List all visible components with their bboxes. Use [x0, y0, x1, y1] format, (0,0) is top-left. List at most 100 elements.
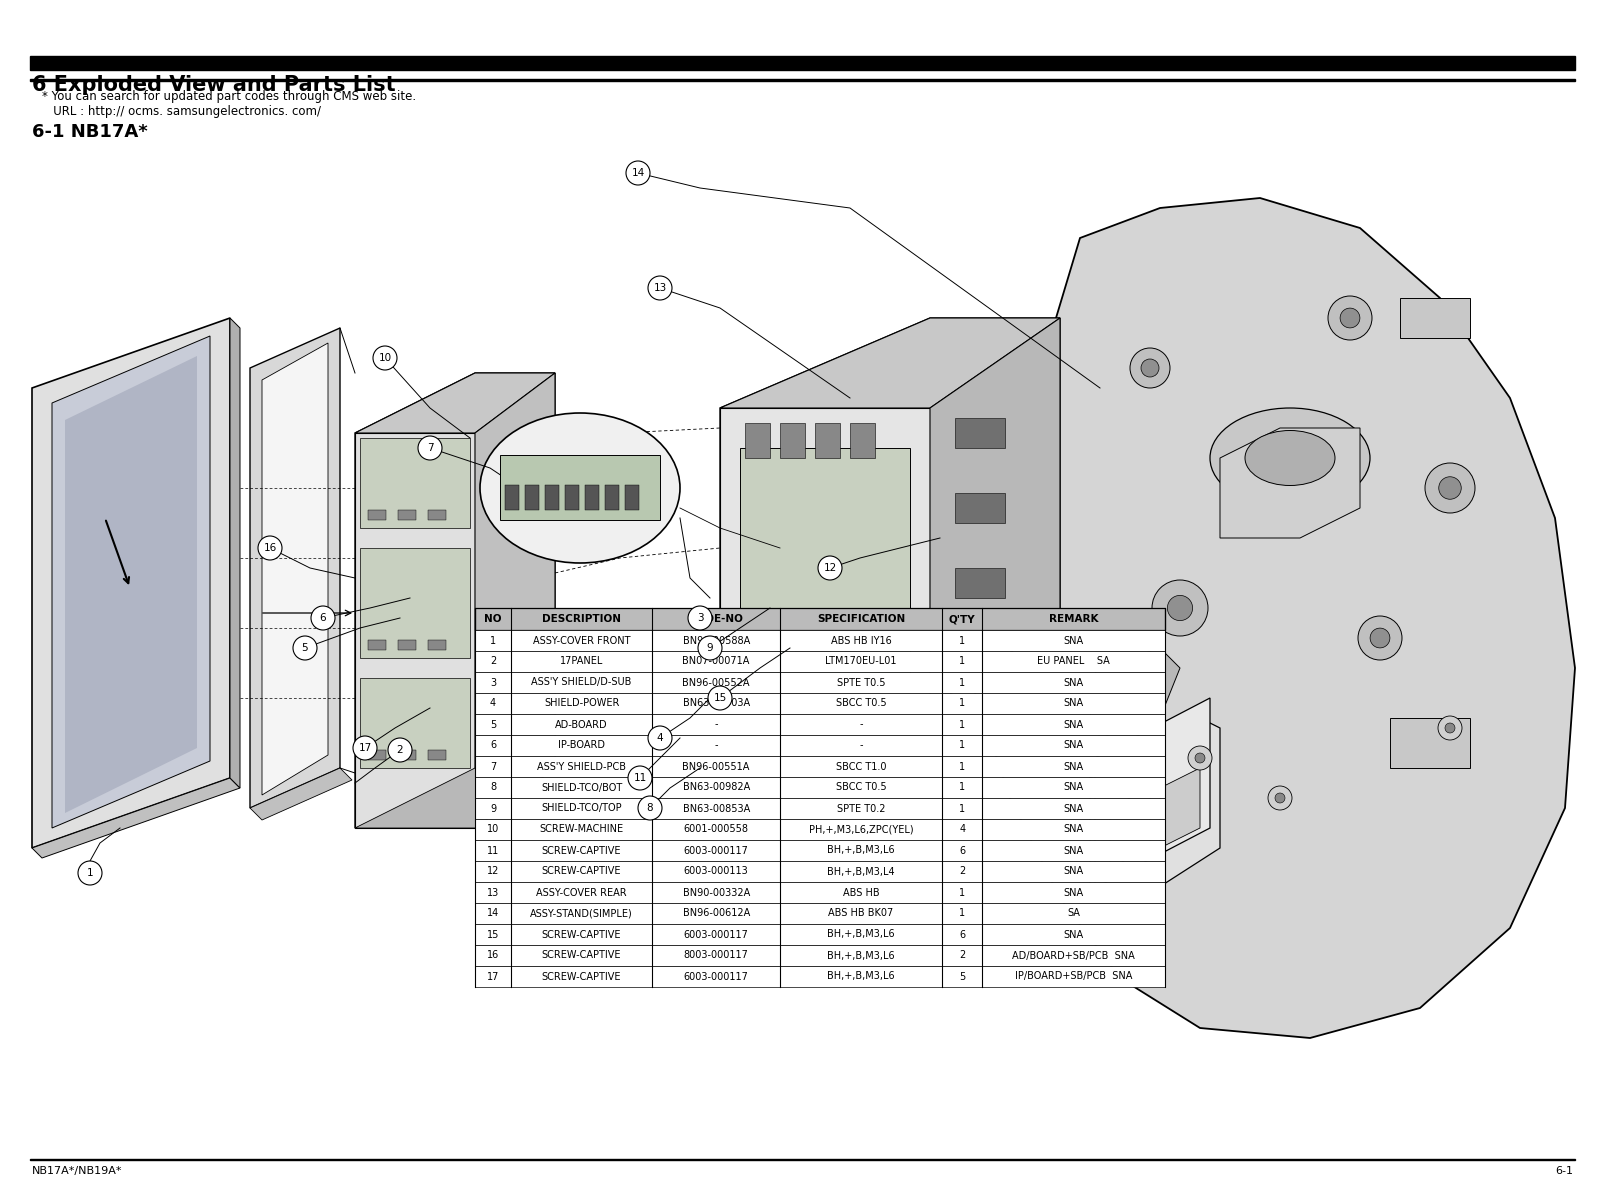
- Circle shape: [1195, 753, 1205, 763]
- Text: 1: 1: [958, 677, 965, 688]
- Text: URL : http:// ocms. samsungelectronics. com/: URL : http:// ocms. samsungelectronics. …: [42, 105, 322, 118]
- Text: SNA: SNA: [1064, 740, 1083, 751]
- Bar: [475, 608, 1165, 630]
- Text: 4: 4: [656, 733, 664, 742]
- Text: -: -: [715, 720, 718, 729]
- Circle shape: [1358, 617, 1402, 661]
- Text: 11: 11: [634, 773, 646, 783]
- Text: 1: 1: [958, 699, 965, 708]
- Polygon shape: [475, 373, 555, 828]
- Text: BN96-00612A: BN96-00612A: [683, 909, 750, 918]
- Text: REMARK: REMARK: [1050, 614, 1098, 624]
- Text: 6-1: 6-1: [1555, 1165, 1573, 1176]
- Text: SCREW-CAPTIVE: SCREW-CAPTIVE: [542, 950, 621, 961]
- Bar: [845, 638, 880, 658]
- Text: 1: 1: [958, 740, 965, 751]
- Text: 1: 1: [958, 803, 965, 814]
- Polygon shape: [960, 198, 1574, 1038]
- Circle shape: [1152, 580, 1208, 636]
- Circle shape: [293, 636, 317, 661]
- Bar: [429, 640, 446, 650]
- Text: SCREW-CAPTIVE: SCREW-CAPTIVE: [542, 929, 621, 940]
- Text: -: -: [859, 740, 862, 751]
- Text: SA: SA: [1067, 909, 1080, 918]
- Text: ABS HB IY16: ABS HB IY16: [830, 636, 891, 645]
- Bar: [746, 638, 781, 658]
- Text: ASS'Y SHIELD-PCB: ASS'Y SHIELD-PCB: [538, 762, 626, 771]
- Bar: [850, 423, 875, 459]
- Circle shape: [648, 726, 672, 750]
- Text: 13: 13: [653, 283, 667, 293]
- Polygon shape: [250, 767, 352, 820]
- Bar: [475, 881, 1165, 903]
- Text: 1: 1: [958, 909, 965, 918]
- Bar: [475, 756, 1165, 777]
- Circle shape: [707, 685, 733, 710]
- Text: SCREW-CAPTIVE: SCREW-CAPTIVE: [542, 972, 621, 981]
- Text: 17: 17: [486, 972, 499, 981]
- Text: SNA: SNA: [1064, 846, 1083, 855]
- Bar: [475, 924, 1165, 944]
- Text: SPTE T0.5: SPTE T0.5: [837, 677, 885, 688]
- Text: 6003-000117: 6003-000117: [683, 972, 749, 981]
- Circle shape: [688, 606, 712, 630]
- Text: BH,+,B,M3,L6: BH,+,B,M3,L6: [827, 950, 894, 961]
- Text: 14: 14: [486, 909, 499, 918]
- Circle shape: [818, 556, 842, 580]
- Text: * You can search for updated part codes through CMS web site.: * You can search for updated part codes …: [42, 90, 416, 103]
- Text: AD/BOARD+SB/PCB  SNA: AD/BOARD+SB/PCB SNA: [1013, 950, 1134, 961]
- Text: 16: 16: [486, 950, 499, 961]
- Circle shape: [626, 162, 650, 185]
- Circle shape: [1187, 746, 1213, 770]
- Text: Q'TY: Q'TY: [949, 614, 976, 624]
- Text: SHIELD-TCO/TOP: SHIELD-TCO/TOP: [541, 803, 622, 814]
- Text: SNA: SNA: [1064, 762, 1083, 771]
- Bar: [360, 438, 470, 527]
- Polygon shape: [355, 767, 555, 828]
- Text: 1: 1: [958, 720, 965, 729]
- Circle shape: [648, 276, 672, 301]
- Polygon shape: [355, 373, 555, 828]
- Text: SCREW-CAPTIVE: SCREW-CAPTIVE: [542, 866, 621, 877]
- Circle shape: [1341, 308, 1360, 328]
- Circle shape: [1141, 359, 1158, 377]
- Text: 1: 1: [958, 762, 965, 771]
- Text: SBCC T0.5: SBCC T0.5: [835, 699, 886, 708]
- Text: 3: 3: [696, 613, 704, 623]
- Bar: [475, 651, 1165, 672]
- Text: SBCC T0.5: SBCC T0.5: [835, 783, 886, 792]
- Text: 5: 5: [958, 972, 965, 981]
- Bar: [955, 418, 1005, 448]
- Text: BN07-00071A: BN07-00071A: [683, 657, 750, 666]
- Circle shape: [698, 636, 722, 661]
- Bar: [360, 548, 470, 658]
- Text: SPTE T0.2: SPTE T0.2: [837, 803, 885, 814]
- Polygon shape: [262, 343, 328, 795]
- Bar: [30, 78, 1574, 81]
- Polygon shape: [1094, 699, 1210, 887]
- Text: NO: NO: [485, 614, 502, 624]
- Text: 4: 4: [490, 699, 496, 708]
- Bar: [499, 455, 661, 520]
- Ellipse shape: [1210, 407, 1370, 508]
- Bar: [565, 485, 579, 510]
- Text: SNA: SNA: [1064, 720, 1083, 729]
- Bar: [475, 777, 1165, 798]
- Polygon shape: [32, 318, 230, 848]
- Text: AD-BOARD: AD-BOARD: [555, 720, 608, 729]
- Text: CODE-NO: CODE-NO: [690, 614, 742, 624]
- Text: ABS HB BK07: ABS HB BK07: [829, 909, 894, 918]
- Polygon shape: [1221, 428, 1360, 538]
- Text: BN63-00982A: BN63-00982A: [683, 783, 750, 792]
- Circle shape: [1275, 794, 1285, 803]
- Text: BN90-00332A: BN90-00332A: [683, 887, 750, 897]
- Bar: [30, 56, 1574, 70]
- Text: ASSY-COVER REAR: ASSY-COVER REAR: [536, 887, 627, 897]
- Text: 6003-000113: 6003-000113: [683, 866, 749, 877]
- Text: 9: 9: [490, 803, 496, 814]
- Bar: [475, 630, 1165, 651]
- Text: 1: 1: [958, 636, 965, 645]
- Text: SPECIFICATION: SPECIFICATION: [818, 614, 906, 624]
- Text: SNA: SNA: [1064, 803, 1083, 814]
- Text: BN96-00588A: BN96-00588A: [683, 636, 750, 645]
